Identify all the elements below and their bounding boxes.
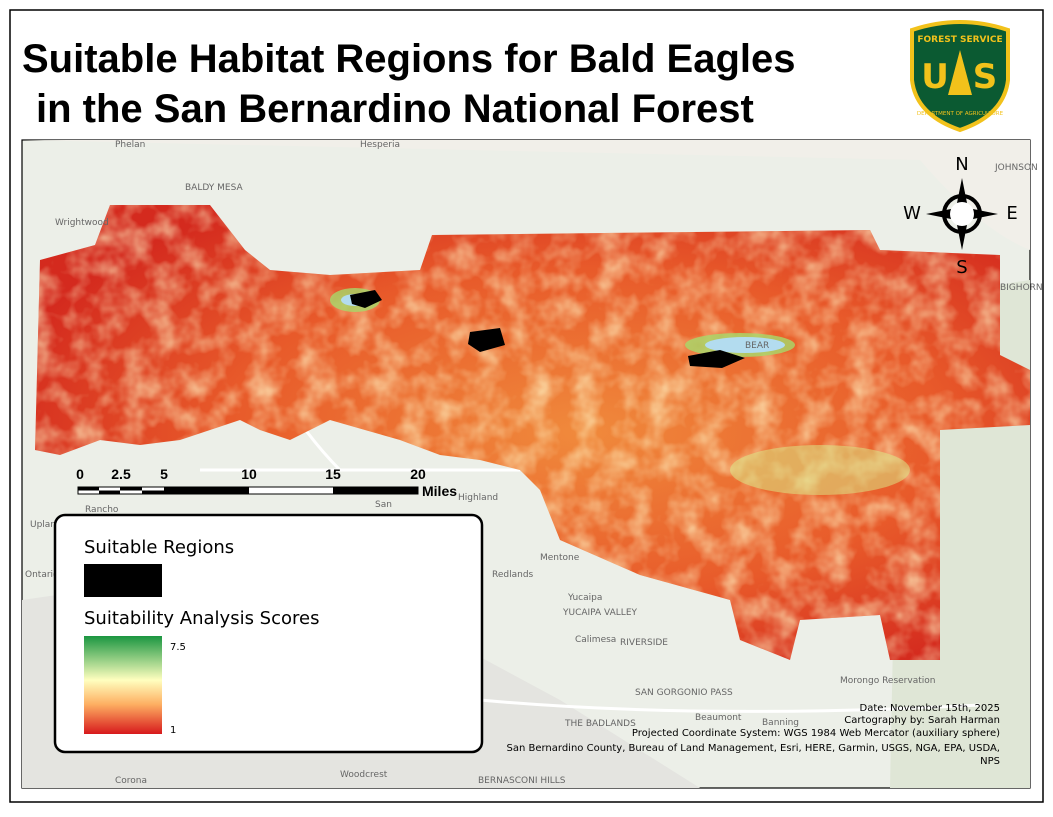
scale-label: 20: [410, 466, 426, 482]
compass-label: N: [955, 154, 968, 175]
place-label: SAN GORGONIO PASS: [635, 688, 733, 698]
legend: Suitable Regions Suitability Analysis Sc…: [53, 513, 484, 754]
title-line-2: in the San Bernardino National Forest: [36, 87, 754, 131]
place-label: Mentone: [540, 553, 580, 563]
logo-text: FOREST SERVICE: [917, 35, 1002, 45]
place-label: Ontario: [25, 570, 59, 580]
place-labels: Phelan Hesperia BALDY MESA Wrightwood Ra…: [25, 140, 1043, 786]
place-label: Calimesa: [575, 635, 616, 645]
logo-letter: S: [973, 57, 998, 97]
north-arrow: N S E W: [903, 154, 1018, 278]
compass-label: W: [903, 203, 921, 224]
place-label: Beaumont: [695, 713, 742, 723]
suitable-region: [350, 290, 382, 308]
suitable-region: [688, 350, 745, 368]
scale-bar: 0 2.5 5 10 15 20 Miles: [76, 466, 457, 499]
logo-text: DEPARTMENT OF AGRICULTURE: [917, 111, 1004, 117]
credit-text: Projected Coordinate System: WGS 1984 We…: [632, 728, 1000, 739]
legend-swatch: [84, 564, 162, 597]
scale-label: 0: [76, 466, 84, 482]
scale-label: 5: [160, 466, 168, 482]
logo-letter: U: [921, 57, 949, 97]
place-label: YUCAIPA VALLEY: [562, 608, 638, 618]
place-label: JOHNSON: [994, 163, 1038, 173]
place-label: Woodcrest: [340, 770, 388, 780]
scale-label: 10: [241, 466, 257, 482]
scale-unit: Miles: [422, 483, 457, 499]
legend-title: Suitable Regions: [84, 537, 234, 558]
legend-label: 1: [170, 725, 176, 736]
compass-label: S: [956, 257, 967, 278]
legend-title: Suitability Analysis Scores: [84, 608, 319, 629]
place-label: Banning: [762, 718, 799, 728]
place-label: BERNASCONI HILLS: [478, 776, 566, 786]
credit-text: Date: November 15th, 2025: [860, 703, 1000, 714]
title-line-1: Suitable Habitat Regions for Bald Eagles: [22, 37, 795, 81]
place-label: Rancho: [85, 505, 119, 515]
place-label: Phelan: [115, 140, 145, 150]
usfs-logo: FOREST SERVICE U S DEPARTMENT OF AGRICUL…: [910, 20, 1010, 133]
place-label: San: [375, 500, 392, 510]
compass-label: E: [1006, 203, 1017, 224]
place-label: Yucaipa: [567, 593, 602, 603]
place-label: BALDY MESA: [185, 183, 243, 193]
place-label: Upland: [30, 520, 62, 530]
legend-label: 7.5: [170, 642, 186, 653]
credits: Date: November 15th, 2025 Cartography by…: [506, 703, 1000, 767]
credit-text: Cartography by: Sarah Harman: [844, 715, 1000, 726]
credit-text: NPS: [980, 756, 1000, 767]
place-label: BIGHORN: [1000, 283, 1043, 293]
place-label: BEAR: [745, 341, 769, 351]
place-label: Wrightwood: [55, 218, 109, 228]
legend-ramp: [84, 636, 162, 734]
place-label: Highland: [458, 493, 498, 503]
scale-label: 15: [325, 466, 341, 482]
place-label: RIVERSIDE: [620, 638, 668, 648]
forest-suitability-raster: [35, 205, 1030, 660]
scale-label: 2.5: [111, 466, 131, 482]
place-label: Corona: [115, 776, 147, 786]
place-label: Morongo Reservation: [840, 676, 935, 686]
credit-text: San Bernardino County, Bureau of Land Ma…: [506, 743, 1000, 754]
place-label: THE BADLANDS: [564, 719, 636, 729]
suitable-region: [468, 328, 505, 352]
place-label: Redlands: [492, 570, 534, 580]
place-label: Hesperia: [360, 140, 400, 150]
